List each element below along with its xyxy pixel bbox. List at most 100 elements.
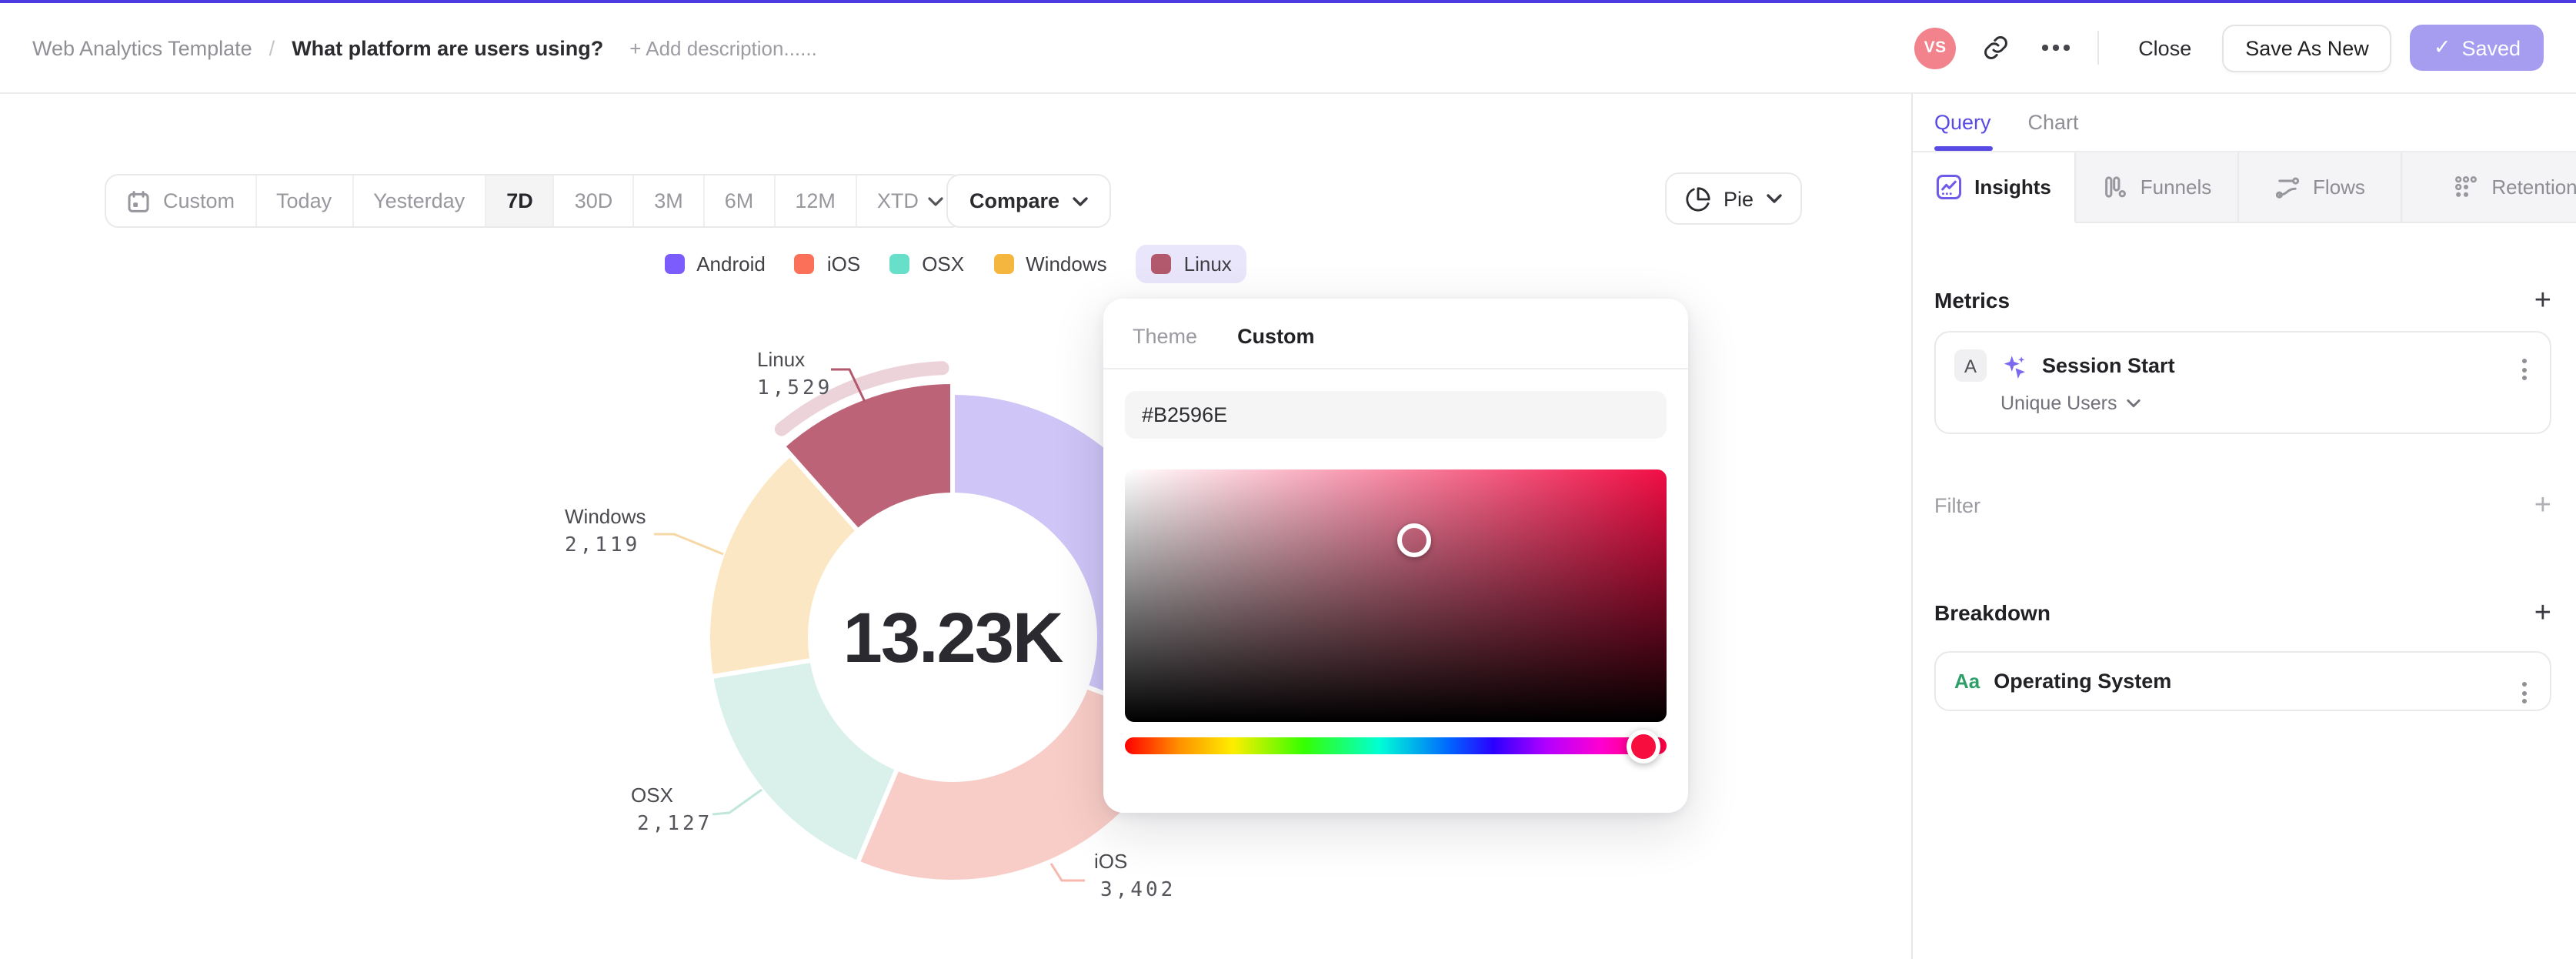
android-swatch bbox=[664, 254, 685, 274]
breakdown-card[interactable]: Aa Operating System bbox=[1934, 651, 2551, 711]
share-link-icon[interactable] bbox=[1982, 34, 2010, 62]
legend-item-osx[interactable]: OSX bbox=[889, 245, 964, 283]
legend-label: Linux bbox=[1183, 252, 1232, 276]
metric-event-name[interactable]: Session Start bbox=[2042, 354, 2175, 377]
avatar[interactable]: VS bbox=[1914, 27, 1957, 68]
hex-color-input[interactable]: #B2596E bbox=[1125, 391, 1667, 439]
tab-retention[interactable]: Retention bbox=[2402, 152, 2576, 223]
breadcrumb-separator: / bbox=[269, 36, 275, 59]
filter-section-header: Filter + bbox=[1913, 490, 2576, 520]
chevron-down-icon bbox=[1072, 196, 1087, 206]
legend-label: iOS bbox=[826, 252, 861, 276]
toolbar-divider bbox=[2097, 31, 2099, 65]
hue-slider[interactable] bbox=[1125, 737, 1667, 754]
date-range-3m[interactable]: 3M bbox=[634, 175, 705, 226]
tab-funnels[interactable]: Funnels bbox=[2076, 152, 2239, 223]
color-picker-tabs: Theme Custom bbox=[1103, 299, 1688, 369]
label-leader-line bbox=[831, 368, 866, 403]
more-menu-icon[interactable] bbox=[2042, 45, 2070, 51]
page-title[interactable]: What platform are users using? bbox=[292, 36, 604, 59]
breadcrumb-root[interactable]: Web Analytics Template bbox=[32, 36, 252, 59]
top-bar-actions: VS Close Save As New ✓ Saved bbox=[1914, 24, 2544, 72]
tab-insights[interactable]: Insights bbox=[1913, 152, 2076, 223]
sidebar-tab-bar: Query Chart bbox=[1913, 94, 2576, 151]
compare-dropdown[interactable]: Compare bbox=[946, 174, 1111, 228]
insights-icon bbox=[1937, 174, 1962, 200]
label-leader-line bbox=[712, 788, 762, 816]
legend-label: OSX bbox=[922, 252, 965, 276]
date-range-6m[interactable]: 6M bbox=[705, 175, 776, 226]
date-range-today[interactable]: Today bbox=[256, 175, 354, 226]
add-metric-button[interactable]: + bbox=[2534, 284, 2551, 316]
date-range-custom[interactable]: Custom bbox=[106, 175, 257, 226]
hue-slider-handle[interactable] bbox=[1627, 729, 1660, 763]
label-leader-line bbox=[654, 533, 724, 556]
tab-flows[interactable]: Flows bbox=[2239, 152, 2402, 223]
sparkle-cursor-icon bbox=[2004, 355, 2025, 378]
ios-swatch bbox=[794, 254, 815, 274]
legend-item-ios[interactable]: iOS bbox=[794, 245, 861, 283]
slice-label-osx: OSX 2,127 bbox=[631, 784, 713, 837]
query-sidebar: Query Chart Insights Funnels Flows Reten… bbox=[1911, 94, 2576, 959]
legend-label: Windows bbox=[1026, 252, 1107, 276]
saturation-value-area[interactable] bbox=[1125, 469, 1667, 722]
chevron-down-icon bbox=[1766, 194, 1781, 203]
date-range-xtd[interactable]: XTD bbox=[857, 175, 963, 226]
top-bar: Web Analytics Template / What platform a… bbox=[0, 0, 2576, 94]
breakdown-property-name[interactable]: Operating System bbox=[1994, 670, 2172, 693]
chevron-down-icon bbox=[2126, 399, 2141, 408]
saturation-cursor[interactable] bbox=[1397, 523, 1431, 557]
legend-item-windows[interactable]: Windows bbox=[993, 245, 1107, 283]
legend-item-android[interactable]: Android bbox=[664, 245, 766, 283]
date-range-yesterday[interactable]: Yesterday bbox=[353, 175, 487, 226]
slice-label-ios: iOS 3,402 bbox=[1094, 850, 1176, 903]
add-description-field[interactable]: + Add description...... bbox=[629, 36, 817, 59]
series-badge: A bbox=[1954, 349, 1987, 382]
insight-mode-tabs: Insights Funnels Flows Retention bbox=[1913, 151, 2576, 223]
metric-options-icon[interactable] bbox=[2519, 356, 2530, 383]
chart-type-dropdown[interactable]: Pie bbox=[1665, 172, 1802, 225]
metrics-title: Metrics bbox=[1934, 288, 2010, 312]
add-filter-button[interactable]: + bbox=[2534, 489, 2551, 521]
date-range-30d[interactable]: 30D bbox=[555, 175, 635, 226]
tab-query[interactable]: Query bbox=[1934, 111, 1991, 134]
metrics-section-header: Metrics + bbox=[1913, 285, 2576, 316]
breakdown-section-header: Breakdown + bbox=[1913, 597, 2576, 628]
slice-label-windows: Windows 2,119 bbox=[565, 505, 646, 558]
label-leader-line bbox=[1049, 863, 1085, 882]
close-button[interactable]: Close bbox=[2138, 36, 2192, 59]
filter-title: Filter bbox=[1934, 493, 1980, 516]
date-range-12m[interactable]: 12M bbox=[775, 175, 857, 226]
slice-label-linux: Linux 1,529 bbox=[757, 348, 833, 401]
breakdown-options-icon[interactable] bbox=[2519, 679, 2530, 707]
legend-label: Android bbox=[696, 252, 766, 276]
metric-aggregation-dropdown[interactable]: Unique Users bbox=[2000, 393, 2531, 414]
tab-chart[interactable]: Chart bbox=[2027, 111, 2079, 134]
windows-swatch bbox=[993, 254, 1014, 274]
saved-button[interactable]: ✓ Saved bbox=[2410, 25, 2544, 71]
property-type-badge: Aa bbox=[1954, 670, 1980, 693]
save-as-new-button[interactable]: Save As New bbox=[2222, 24, 2392, 72]
breakdown-title: Breakdown bbox=[1934, 600, 2050, 625]
pie-chart-icon bbox=[1686, 186, 1710, 211]
donut-hole bbox=[808, 493, 1097, 782]
tab-custom[interactable]: Custom bbox=[1237, 325, 1315, 348]
check-icon: ✓ bbox=[2433, 35, 2451, 58]
donut-total-value: 13.23K bbox=[843, 597, 1064, 677]
osx-swatch bbox=[889, 254, 910, 274]
legend-item-linux[interactable]: Linux bbox=[1136, 245, 1247, 283]
chart-legend: Android iOS OSX Windows Linux bbox=[0, 245, 1911, 283]
active-tab-indicator bbox=[1934, 146, 1993, 151]
tab-theme[interactable]: Theme bbox=[1133, 325, 1198, 348]
funnels-icon bbox=[2104, 176, 2126, 198]
add-breakdown-button[interactable]: + bbox=[2534, 596, 2551, 629]
retention-icon bbox=[2455, 176, 2478, 197]
metric-card[interactable]: A Session Start Unique Users bbox=[1934, 331, 2551, 434]
chevron-down-icon bbox=[928, 196, 943, 206]
date-range-7d[interactable]: 7D bbox=[486, 175, 555, 226]
color-picker-popover: Theme Custom #B2596E bbox=[1103, 299, 1688, 813]
date-range-control: Custom Today Yesterday 7D 30D 3M 6M 12M … bbox=[105, 174, 965, 228]
calendar-icon bbox=[128, 190, 149, 212]
flows-icon bbox=[2275, 177, 2300, 199]
